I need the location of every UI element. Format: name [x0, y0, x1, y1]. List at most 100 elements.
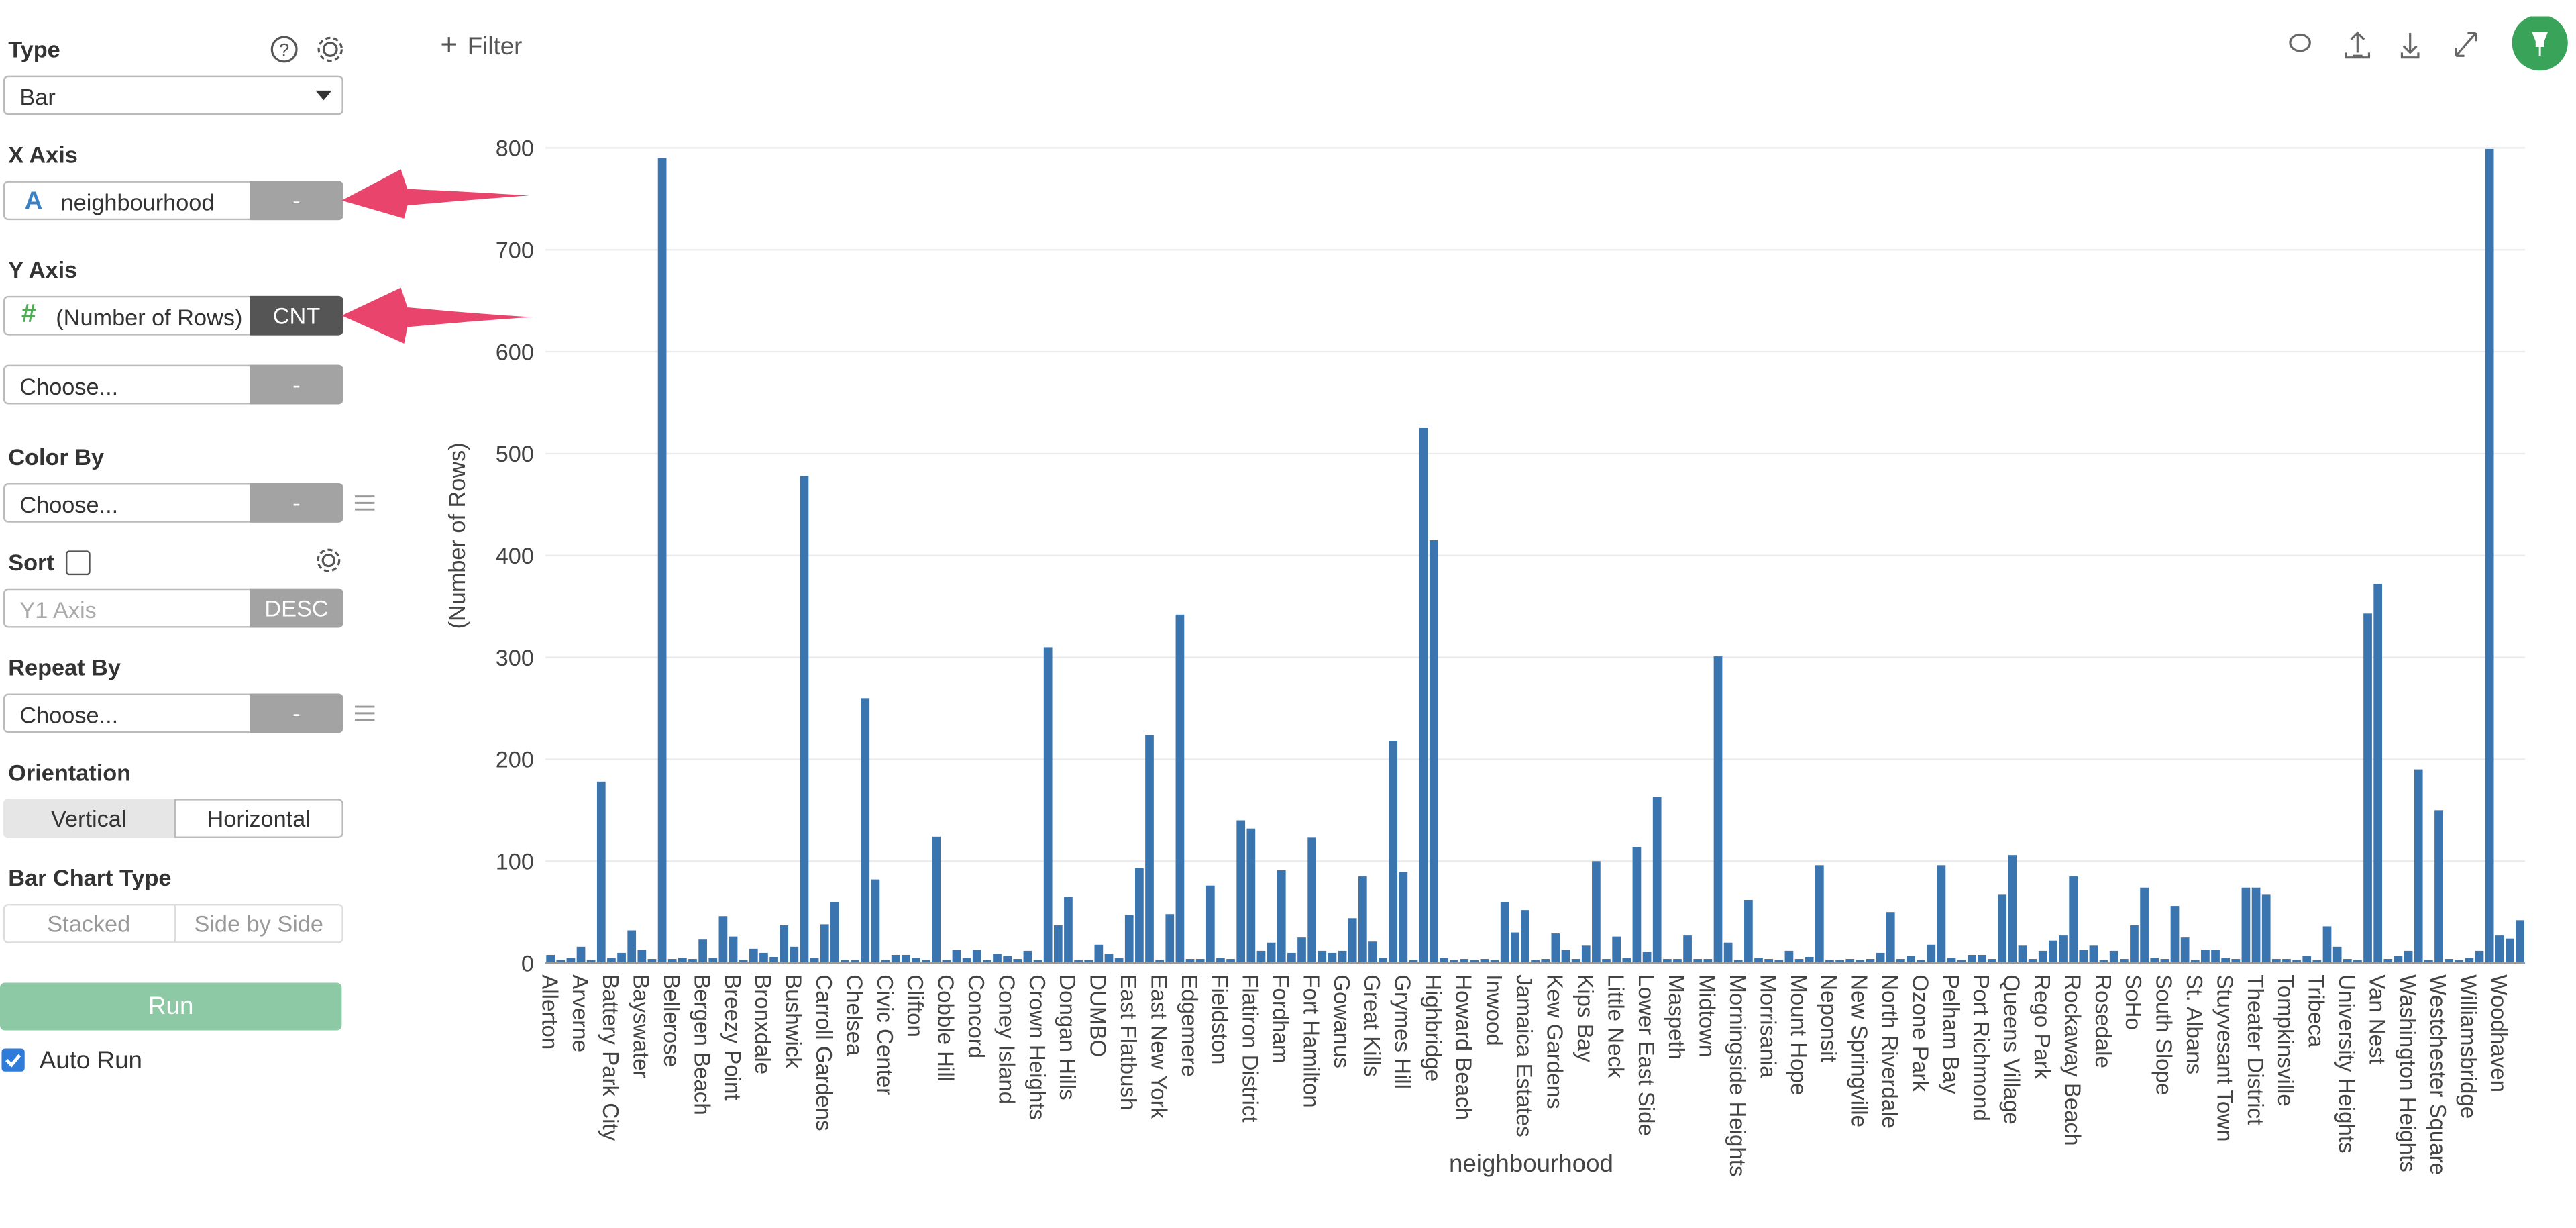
bar	[1165, 914, 1175, 964]
y-axis-agg[interactable]: CNT	[250, 295, 343, 336]
bar	[617, 952, 626, 964]
x-tick-label: Morrisania	[1755, 974, 1780, 1078]
dropdown-arrow	[315, 90, 332, 101]
bar	[1602, 959, 1611, 964]
bar	[1886, 912, 1895, 964]
x-tick-label: St. Albans	[2182, 974, 2206, 1074]
bar	[1713, 656, 1723, 964]
y2-agg[interactable]: -	[250, 364, 343, 405]
bar	[901, 954, 910, 964]
bar	[2322, 926, 2332, 964]
bar	[1135, 868, 1144, 964]
x-tick-label: Highbridge	[1420, 974, 1445, 1082]
bar	[2261, 894, 2271, 964]
bar	[1307, 837, 1317, 964]
bar	[739, 960, 748, 964]
x-tick-label: Bronxdale	[750, 974, 775, 1074]
bar	[576, 946, 586, 964]
y-tick-label: 600	[496, 340, 534, 365]
bar-type-option[interactable]: Side by Side	[194, 910, 323, 937]
x-tick-label: Gowanus	[1329, 974, 1354, 1068]
y-axis-select[interactable]: # (Number of Rows) CNT	[3, 295, 343, 336]
number-icon: #	[21, 301, 36, 329]
bar	[1774, 960, 1784, 964]
x-axis-agg[interactable]: -	[250, 181, 343, 221]
bar	[1703, 959, 1713, 964]
sort-settings[interactable]	[314, 546, 343, 575]
bar	[1338, 950, 1347, 964]
bar	[1419, 427, 1428, 964]
x-tick-label: Grymes Hill	[1390, 974, 1415, 1089]
bar	[1825, 960, 1834, 964]
x-tick-label: Bayswater	[629, 974, 653, 1078]
sort-order[interactable]: DESC	[250, 588, 343, 628]
bar	[2434, 810, 2443, 964]
bar	[2383, 959, 2393, 964]
bar	[2424, 960, 2433, 964]
bar	[1379, 958, 1387, 964]
bar	[1856, 960, 1865, 964]
y-tick-label: 400	[496, 544, 534, 569]
bar	[1297, 937, 1306, 964]
repeat-by-agg[interactable]: -	[250, 693, 343, 733]
bar	[556, 960, 566, 964]
bar	[2089, 945, 2098, 964]
sort-select[interactable]: Y1 Axis DESC	[3, 588, 343, 628]
bar	[1195, 959, 1205, 964]
x-axis-select[interactable]: A neighbourhood -	[3, 181, 343, 221]
menu-icon[interactable]	[354, 493, 376, 513]
run-button[interactable]: Run	[0, 982, 342, 1031]
color-by-value: Choose...	[19, 491, 119, 518]
type-select[interactable]: Bar	[3, 75, 343, 115]
bar	[586, 960, 596, 964]
bar	[566, 958, 576, 964]
orientation-toggle: Vertical Horizontal	[3, 799, 343, 838]
x-tick-label: DUMBO	[1085, 974, 1110, 1057]
auto-run-label: Auto Run	[39, 1047, 142, 1075]
bar	[1246, 828, 1256, 964]
bar	[1500, 902, 1509, 964]
bar	[1256, 950, 1266, 964]
filter-button[interactable]: + Filter	[440, 28, 522, 62]
orientation-option[interactable]: Horizontal	[207, 805, 311, 832]
menu-icon[interactable]	[354, 703, 376, 723]
x-tick-label: Arverne	[568, 974, 592, 1052]
bar	[2404, 950, 2413, 964]
bar	[2170, 906, 2180, 964]
orientation-option[interactable]: Vertical	[3, 799, 176, 838]
bar	[596, 781, 606, 964]
bar	[1805, 957, 1814, 964]
bar	[1876, 952, 1885, 964]
x-tick-label: Little Neck	[1603, 974, 1627, 1078]
y2-select[interactable]: Choose... -	[3, 364, 343, 405]
y-tick-label: 0	[521, 951, 534, 976]
color-by-agg[interactable]: -	[250, 483, 343, 523]
bar	[2180, 937, 2190, 964]
x-tick-label: East Flatbush	[1116, 974, 1140, 1110]
type-icons[interactable]: ?	[268, 33, 350, 66]
bar	[1510, 932, 1519, 964]
y-axis-title: (Number of Rows)	[445, 442, 470, 629]
x-tick-label: Chelsea	[841, 974, 866, 1056]
x-tick-label: Crown Heights	[1024, 974, 1049, 1120]
bar	[881, 960, 890, 964]
x-tick-label: East New York	[1146, 974, 1171, 1119]
x-tick-label: Civic Center	[872, 974, 897, 1095]
bar	[1592, 861, 1601, 964]
toolbar-icons[interactable]	[2275, 16, 2576, 72]
bar	[1927, 944, 1936, 964]
bar	[1409, 960, 1418, 964]
y-tick-label: 500	[496, 442, 534, 467]
bar	[2038, 950, 2047, 964]
sort-checkbox[interactable]	[65, 550, 91, 576]
auto-run-checkbox[interactable]	[1, 1048, 25, 1072]
x-axis-value: neighbourhood	[60, 189, 215, 215]
x-tick-label: Bellerose	[659, 974, 684, 1067]
bar	[891, 954, 900, 964]
bar-type-option[interactable]: Stacked	[3, 903, 176, 943]
repeat-by-select[interactable]: Choose... -	[3, 693, 343, 733]
bar	[1236, 820, 1246, 964]
color-by-select[interactable]: Choose... -	[3, 483, 343, 523]
bar	[2028, 959, 2037, 964]
